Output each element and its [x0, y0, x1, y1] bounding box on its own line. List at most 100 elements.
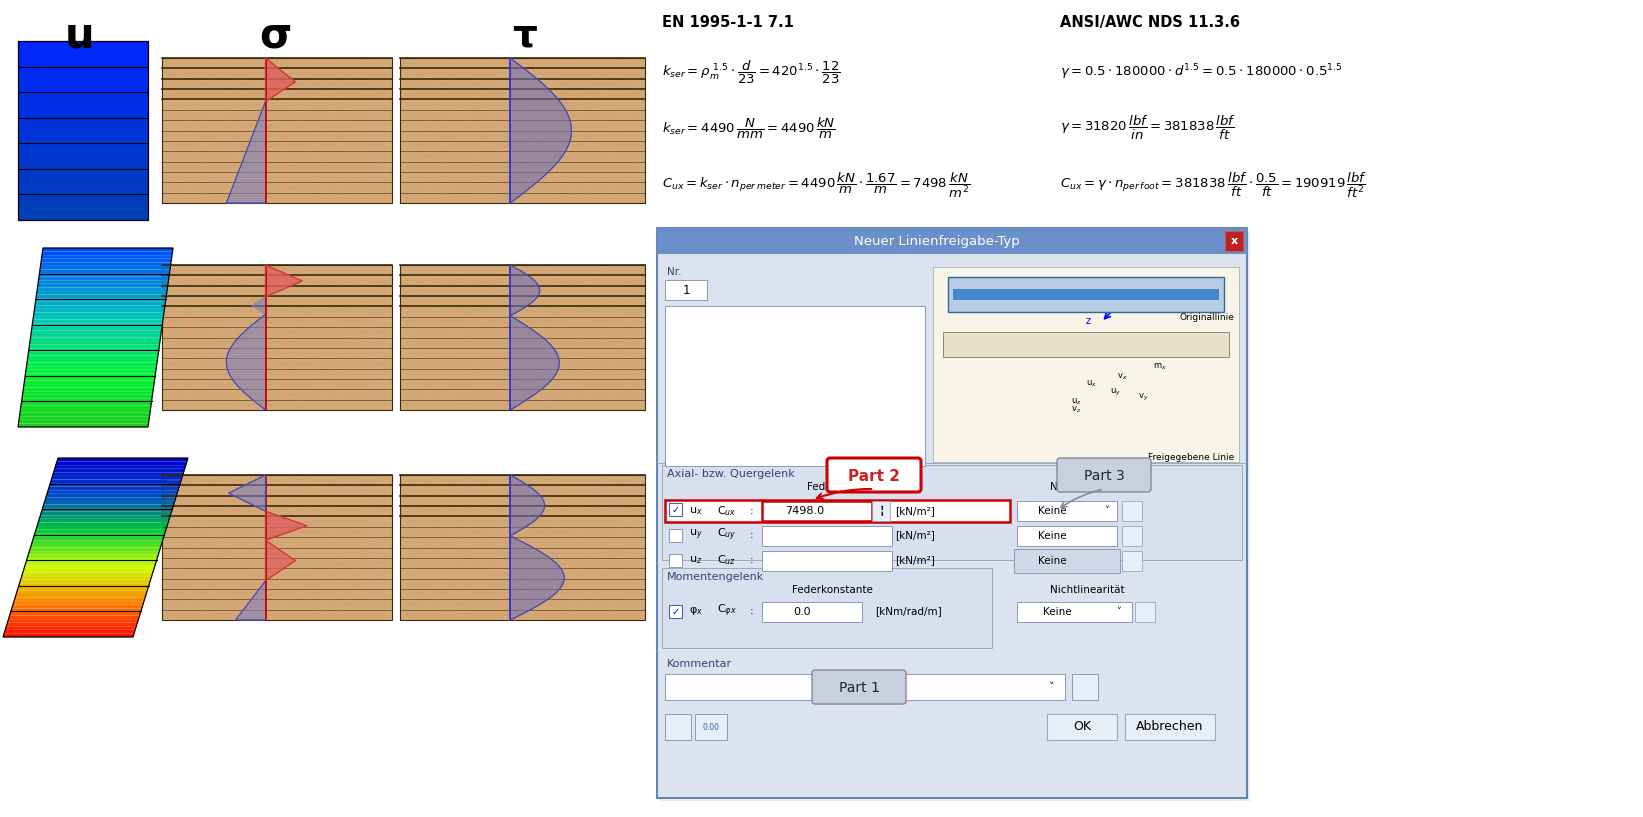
Bar — [762, 602, 863, 622]
Text: Part 1: Part 1 — [838, 681, 879, 695]
Text: $k_{ser} = 4490\,\dfrac{N}{mm} = 4490\,\dfrac{kN}{m}$: $k_{ser} = 4490\,\dfrac{N}{mm} = 4490\,\… — [662, 115, 836, 141]
Bar — [665, 500, 1010, 522]
Bar — [669, 503, 682, 516]
Polygon shape — [511, 58, 572, 203]
FancyBboxPatch shape — [826, 458, 922, 492]
Polygon shape — [39, 270, 169, 273]
Polygon shape — [18, 98, 148, 102]
Polygon shape — [18, 420, 150, 423]
Text: ˅: ˅ — [1104, 506, 1109, 516]
Bar — [762, 501, 872, 521]
Text: [kN/m²]: [kN/m²] — [895, 555, 935, 565]
Polygon shape — [46, 493, 177, 498]
Polygon shape — [18, 41, 148, 45]
Text: Kommentar: Kommentar — [667, 659, 733, 669]
Polygon shape — [33, 316, 164, 319]
Polygon shape — [511, 315, 559, 410]
Bar — [1125, 714, 1216, 740]
Text: Neuer Linienfreigabe-Typ: Neuer Linienfreigabe-Typ — [854, 234, 1020, 248]
Polygon shape — [18, 191, 148, 195]
Bar — [665, 306, 925, 466]
Polygon shape — [18, 137, 148, 141]
Text: u$_z$: u$_z$ — [688, 554, 702, 566]
Text: Part 2: Part 2 — [848, 468, 900, 484]
Bar — [665, 674, 1065, 700]
Polygon shape — [20, 416, 150, 420]
Polygon shape — [33, 312, 164, 316]
Polygon shape — [48, 487, 179, 490]
Polygon shape — [30, 337, 161, 341]
Text: v$_x$: v$_x$ — [1117, 372, 1127, 382]
Text: u: u — [66, 14, 95, 56]
Polygon shape — [41, 255, 173, 259]
Polygon shape — [18, 213, 148, 217]
Text: v$_y$: v$_y$ — [1139, 391, 1148, 403]
Bar — [1135, 602, 1155, 622]
Polygon shape — [18, 80, 148, 84]
Polygon shape — [28, 551, 159, 555]
Polygon shape — [13, 601, 145, 605]
Polygon shape — [21, 395, 153, 399]
Polygon shape — [12, 605, 143, 609]
Polygon shape — [251, 297, 266, 315]
Bar — [1122, 551, 1142, 571]
Polygon shape — [18, 177, 148, 181]
Polygon shape — [23, 384, 154, 387]
Text: 7498.0: 7498.0 — [785, 506, 825, 516]
Text: 1: 1 — [682, 283, 690, 297]
Bar — [669, 605, 682, 618]
Text: u$_y$: u$_y$ — [688, 528, 703, 542]
Polygon shape — [10, 612, 141, 615]
Polygon shape — [18, 92, 148, 95]
Bar — [657, 228, 1247, 798]
Polygon shape — [18, 59, 148, 62]
Polygon shape — [58, 458, 187, 462]
Polygon shape — [35, 301, 166, 306]
Polygon shape — [15, 594, 146, 597]
Text: φ$_x$: φ$_x$ — [688, 605, 703, 617]
Polygon shape — [39, 266, 171, 270]
Text: EN 1995-1-1 7.1: EN 1995-1-1 7.1 — [662, 15, 794, 29]
Polygon shape — [35, 309, 164, 312]
Polygon shape — [49, 483, 181, 487]
Bar — [163, 58, 393, 203]
Text: Axial- bzw. Quergelenk: Axial- bzw. Quergelenk — [667, 469, 795, 479]
Bar — [665, 714, 692, 740]
Polygon shape — [18, 209, 148, 213]
Polygon shape — [18, 77, 148, 80]
Polygon shape — [51, 480, 181, 483]
Text: ✓: ✓ — [672, 606, 680, 617]
Bar — [1017, 526, 1117, 546]
Polygon shape — [18, 116, 148, 120]
Text: Federkonstante: Federkonstante — [792, 585, 872, 595]
Polygon shape — [3, 630, 135, 633]
Polygon shape — [53, 472, 184, 475]
Polygon shape — [511, 475, 544, 536]
Text: u$_y$: u$_y$ — [1111, 386, 1122, 398]
Polygon shape — [36, 295, 166, 298]
Bar — [399, 475, 646, 620]
Text: z: z — [1086, 316, 1091, 326]
Text: 0.00: 0.00 — [703, 722, 720, 731]
Bar — [1226, 231, 1244, 251]
Text: ⬆
⬇: ⬆ ⬇ — [879, 506, 884, 516]
Text: u$_x$: u$_x$ — [1086, 379, 1098, 389]
Polygon shape — [26, 359, 158, 363]
Polygon shape — [18, 181, 148, 184]
Polygon shape — [18, 69, 148, 74]
Polygon shape — [23, 569, 154, 573]
Polygon shape — [18, 159, 148, 163]
Bar — [669, 529, 682, 542]
Bar — [953, 289, 1219, 300]
Polygon shape — [20, 580, 151, 583]
Bar — [1014, 549, 1121, 573]
Polygon shape — [38, 522, 168, 526]
Polygon shape — [39, 516, 171, 519]
Polygon shape — [25, 381, 154, 384]
Bar — [1017, 602, 1132, 622]
Polygon shape — [36, 526, 168, 529]
Bar — [662, 568, 992, 648]
Polygon shape — [18, 195, 148, 199]
FancyBboxPatch shape — [948, 277, 1224, 312]
Polygon shape — [18, 583, 150, 587]
